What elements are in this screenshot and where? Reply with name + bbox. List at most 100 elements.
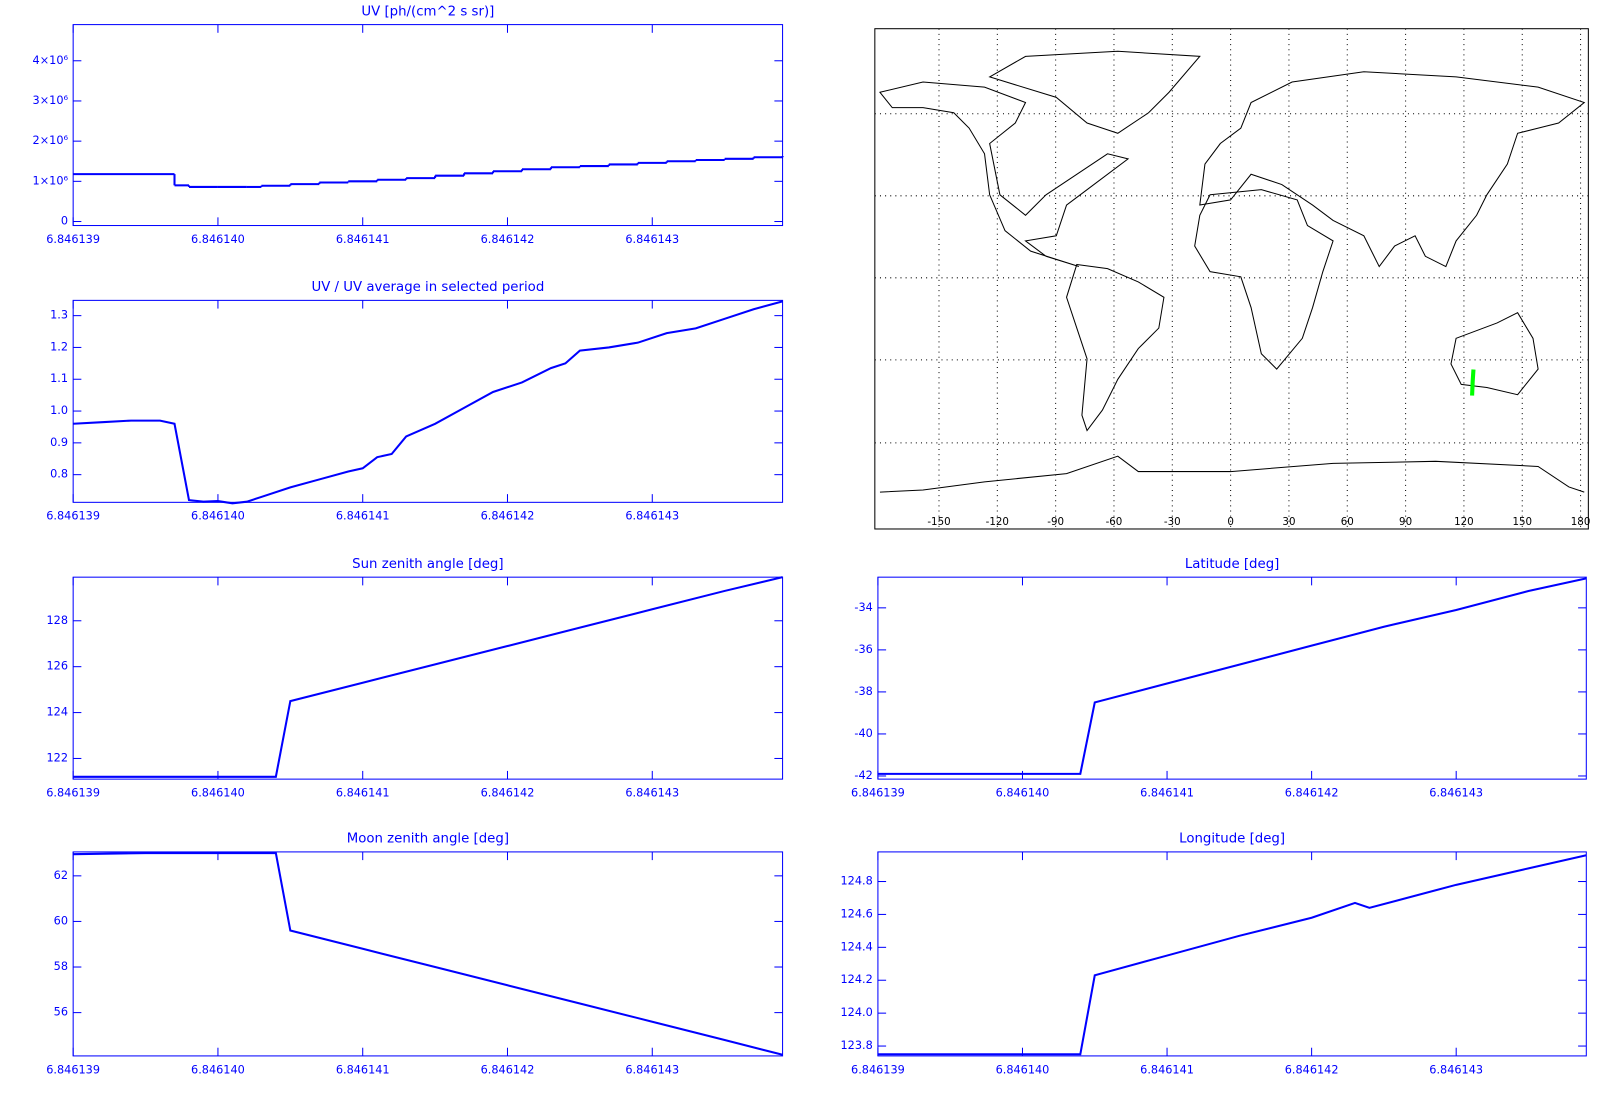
x-tick-label: 6.846141 <box>336 786 390 799</box>
chart-title: Latitude [deg] <box>1185 557 1280 572</box>
chart-title: UV [ph/(cm^2 s sr)] <box>361 4 494 19</box>
x-tick-label: 6.846139 <box>46 1063 100 1076</box>
lon-label: -120 <box>986 516 1009 528</box>
lon-label: 120 <box>1454 516 1474 528</box>
australia <box>1450 312 1539 396</box>
lon-label: -30 <box>1164 516 1181 528</box>
y-tick-label: 124.6 <box>841 907 873 920</box>
data-line <box>73 852 783 1056</box>
y-tick-label: 1×10⁶ <box>33 174 69 187</box>
y-tick-label: 124 <box>47 706 69 719</box>
y-tick-label: 4×10⁶ <box>33 54 69 67</box>
y-tick-label: -42 <box>854 769 872 782</box>
x-tick-label: 6.846140 <box>191 1063 245 1076</box>
y-tick-label: 126 <box>47 660 69 673</box>
x-tick-label: 6.846139 <box>46 510 100 523</box>
y-tick-label: -34 <box>854 601 872 614</box>
plot-frame <box>72 576 784 780</box>
antarctica <box>879 455 1585 493</box>
satellite-track <box>1470 369 1476 396</box>
lon-label: 90 <box>1399 516 1412 528</box>
y-tick-label: 60 <box>54 914 68 927</box>
y-tick-label: 122 <box>47 751 69 764</box>
lon-label: 60 <box>1341 516 1354 528</box>
x-tick-label: 6.846141 <box>336 1063 390 1076</box>
chart-title: Longitude [deg] <box>1179 832 1285 847</box>
x-tick-label: 6.846139 <box>851 1063 905 1076</box>
y-tick-label: 124.8 <box>841 875 873 888</box>
south-america <box>1066 263 1165 432</box>
y-tick-label: -40 <box>854 727 872 740</box>
y-tick-label: 1.3 <box>50 309 68 322</box>
x-tick-label: 6.846140 <box>191 510 245 523</box>
x-tick-label: 6.846139 <box>46 233 100 246</box>
lon-label: 30 <box>1282 516 1295 528</box>
x-tick-label: 6.846139 <box>46 786 100 799</box>
y-tick-label: 2×10⁶ <box>33 134 69 147</box>
y-tick-label: 3×10⁶ <box>33 94 69 107</box>
y-tick-label: 124.4 <box>841 940 873 953</box>
data-line <box>73 576 783 778</box>
lon-label: -60 <box>1106 516 1123 528</box>
plot-frame <box>72 24 784 227</box>
x-tick-label: 6.846140 <box>191 233 245 246</box>
y-tick-label: 128 <box>47 614 69 627</box>
y-tick-label: 0.8 <box>50 468 68 481</box>
y-tick-label: 1.2 <box>50 340 68 353</box>
x-tick-label: 6.846142 <box>1285 1063 1339 1076</box>
x-tick-label: 6.846141 <box>336 233 390 246</box>
y-tick-label: 0.9 <box>50 436 68 449</box>
y-tick-label: -36 <box>854 643 872 656</box>
y-tick-label: -38 <box>854 685 872 698</box>
y-tick-label: 124.0 <box>841 1006 873 1019</box>
lon-label: 150 <box>1512 516 1532 528</box>
x-tick-label: 6.846143 <box>625 1063 679 1076</box>
y-tick-label: 62 <box>54 869 68 882</box>
plot-frame <box>72 851 784 1057</box>
x-tick-label: 6.846140 <box>191 786 245 799</box>
y-tick-label: 124.2 <box>841 973 873 986</box>
data-line <box>877 577 1587 775</box>
lon-label: -150 <box>927 516 950 528</box>
data-line <box>877 854 1587 1056</box>
y-tick-label: 56 <box>54 1006 68 1019</box>
plot-frame <box>877 576 1587 780</box>
x-tick-label: 6.846141 <box>1140 786 1194 799</box>
lon-label: 180 <box>1571 516 1591 528</box>
data-line <box>73 300 783 505</box>
y-tick-label: 0 <box>61 215 68 228</box>
x-tick-label: 6.846143 <box>625 510 679 523</box>
x-tick-label: 6.846140 <box>996 786 1050 799</box>
chart-title: Sun zenith angle [deg] <box>352 557 503 572</box>
map-frame <box>874 28 1589 530</box>
x-tick-label: 6.846141 <box>336 510 390 523</box>
x-tick-label: 6.846143 <box>625 786 679 799</box>
x-tick-label: 6.846143 <box>1429 786 1483 799</box>
x-tick-label: 6.846143 <box>625 233 679 246</box>
x-tick-label: 6.846140 <box>996 1063 1050 1076</box>
x-tick-label: 6.846141 <box>1140 1063 1194 1076</box>
y-tick-label: 58 <box>54 960 68 973</box>
x-tick-label: 6.846143 <box>1429 1063 1483 1076</box>
lon-label: -90 <box>1047 516 1064 528</box>
lon-label: 0 <box>1227 516 1234 528</box>
chart-title: Moon zenith angle [deg] <box>347 832 509 847</box>
y-tick-label: 1.1 <box>50 372 68 385</box>
lat-grid <box>874 113 1589 444</box>
chart-title: UV / UV average in selected period <box>311 280 544 295</box>
x-tick-label: 6.846142 <box>481 786 535 799</box>
x-tick-label: 6.846142 <box>481 510 535 523</box>
north-america <box>879 81 1130 268</box>
y-tick-label: 1.0 <box>50 404 68 417</box>
africa <box>1194 189 1334 370</box>
x-tick-label: 6.846142 <box>481 1063 535 1076</box>
plot-frame <box>72 299 784 503</box>
plot-frame <box>877 851 1587 1057</box>
x-tick-label: 6.846142 <box>1285 786 1339 799</box>
map-outlines <box>874 28 1589 530</box>
x-tick-label: 6.846139 <box>851 786 905 799</box>
x-tick-label: 6.846142 <box>481 233 535 246</box>
greenland <box>988 50 1201 134</box>
eurasia <box>1199 71 1586 268</box>
